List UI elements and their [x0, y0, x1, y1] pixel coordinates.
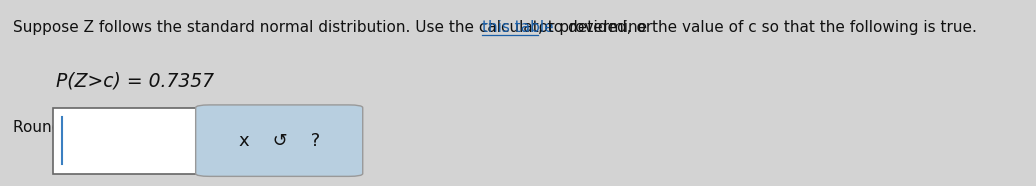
Text: P(Z>c) = 0.7357: P(Z>c) = 0.7357 — [56, 71, 213, 90]
FancyBboxPatch shape — [196, 105, 363, 176]
Text: this table: this table — [482, 20, 553, 35]
FancyBboxPatch shape — [53, 108, 199, 174]
Text: Suppose Z follows the standard normal distribution. Use the calculator provided,: Suppose Z follows the standard normal di… — [12, 20, 657, 35]
Text: x    ↺    ?: x ↺ ? — [238, 132, 320, 150]
Text: Round your answer to two decimal places.: Round your answer to two decimal places. — [12, 121, 338, 135]
Text: , to determine the value of c so that the following is true.: , to determine the value of c so that th… — [538, 20, 977, 35]
